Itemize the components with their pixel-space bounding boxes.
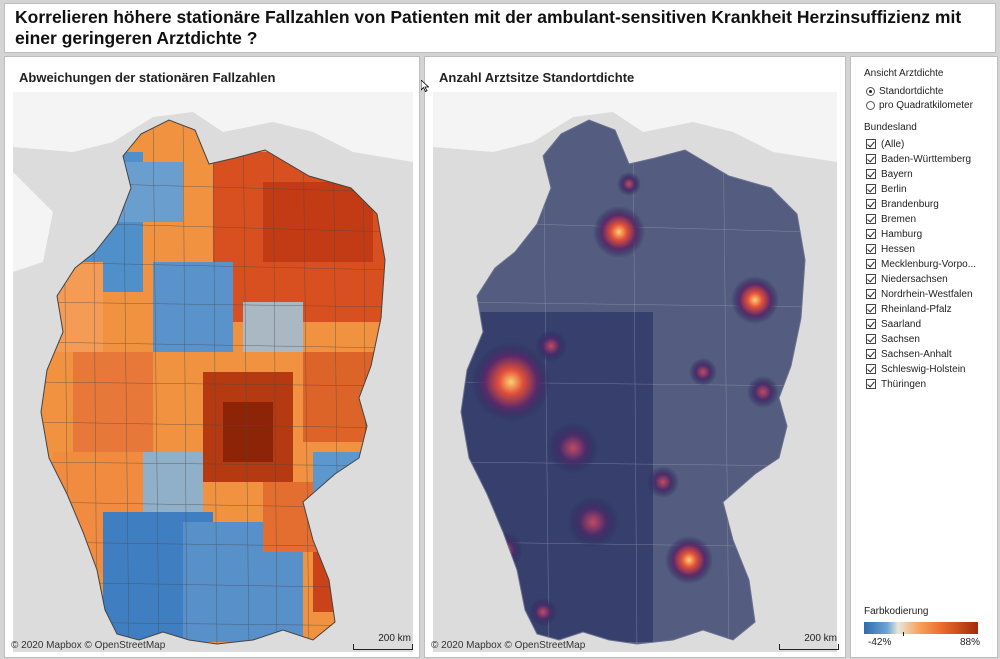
choropleth-map-graphic [13, 92, 413, 652]
checkbox-label: Thüringen [881, 378, 927, 390]
filter-hamburg[interactable]: Hamburg [866, 227, 922, 241]
dashboard-title-bar: Korrelieren höhere stationäre Fallzahlen… [4, 3, 996, 53]
radio-label: Standortdichte [879, 85, 944, 97]
map-attribution[interactable]: © 2020 Mapbox © OpenStreetMap [431, 640, 586, 651]
view-heading: Ansicht Arztdichte [864, 68, 944, 79]
filter-niedersachsen[interactable]: Niedersachsen [866, 272, 948, 286]
checkbox-label: Berlin [881, 183, 907, 195]
color-legend-zero-tick [903, 632, 904, 636]
checkbox-icon [866, 289, 876, 299]
density-map[interactable] [433, 92, 837, 652]
checkbox-icon [866, 184, 876, 194]
checkbox-icon [866, 274, 876, 284]
checkbox-label: Schleswig-Holstein [881, 363, 966, 375]
map-scale-bar: 200 km [353, 633, 413, 651]
filter-bayern[interactable]: Bayern [866, 167, 913, 181]
radio-pro-quadratkilometer[interactable]: pro Quadratkilometer [866, 98, 973, 112]
checkbox-label: Hessen [881, 243, 915, 255]
radio-label: pro Quadratkilometer [879, 99, 973, 111]
checkbox-icon [866, 319, 876, 329]
state-heading: Bundesland [864, 122, 917, 133]
radio-standortdichte[interactable]: Standortdichte [866, 84, 944, 98]
mouse-cursor-icon [421, 80, 429, 92]
map-scale-bar: 200 km [779, 633, 839, 651]
checkbox-label: Niedersachsen [881, 273, 948, 285]
deviation-map[interactable] [13, 92, 413, 652]
checkbox-label: Hamburg [881, 228, 923, 240]
color-legend-max: 88% [959, 637, 980, 648]
checkbox-icon [866, 349, 876, 359]
checkbox-icon [866, 154, 876, 164]
checkbox-label: Sachsen [881, 333, 920, 345]
checkbox-icon [866, 139, 876, 149]
map-attribution[interactable]: © 2020 Mapbox © OpenStreetMap [11, 640, 166, 651]
scale-bar-label: 200 km [804, 633, 837, 644]
checkbox-label: Rheinland-Pfalz [881, 303, 952, 315]
filter-brandenburg[interactable]: Brandenburg [866, 197, 939, 211]
filter-sachsen[interactable]: Sachsen [866, 332, 920, 346]
filter-bremen[interactable]: Bremen [866, 212, 916, 226]
checkbox-label: Sachsen-Anhalt [881, 348, 952, 360]
checkbox-label: Baden-Württemberg [881, 153, 972, 165]
checkbox-icon [866, 259, 876, 269]
heatmap-graphic [433, 92, 837, 652]
checkbox-icon [866, 229, 876, 239]
checkbox-label: Nordrhein-Westfalen [881, 288, 973, 300]
filter-rheinland-pfalz[interactable]: Rheinland-Pfalz [866, 302, 952, 316]
filter-saarland[interactable]: Saarland [866, 317, 921, 331]
checkbox-icon [866, 334, 876, 344]
checkbox-label: (Alle) [881, 138, 905, 150]
filter-thueringen[interactable]: Thüringen [866, 377, 926, 391]
color-legend-gradient [864, 622, 978, 634]
filter-mecklenburg-vorpommern[interactable]: Mecklenburg-Vorpo... [866, 257, 976, 271]
scale-bar-label: 200 km [378, 633, 411, 644]
deviation-map-title: Abweichungen der stationären Fallzahlen [19, 70, 276, 85]
checkbox-label: Bayern [881, 168, 913, 180]
checkbox-label: Bremen [881, 213, 917, 225]
checkbox-icon [866, 169, 876, 179]
filter-nordrhein-westfalen[interactable]: Nordrhein-Westfalen [866, 287, 973, 301]
filter-berlin[interactable]: Berlin [866, 182, 907, 196]
checkbox-icon [866, 379, 876, 389]
scale-bar-line [353, 644, 413, 650]
checkbox-icon [866, 364, 876, 374]
checkbox-label: Brandenburg [881, 198, 939, 210]
color-legend-title: Farbkodierung [864, 606, 929, 617]
dashboard-title: Korrelieren höhere stationäre Fallzahlen… [15, 7, 962, 48]
radio-unselected-icon [866, 100, 875, 110]
checkbox-label: Saarland [881, 318, 922, 330]
checkbox-icon [866, 214, 876, 224]
radio-selected-icon [866, 86, 875, 96]
filter-baden-wuerttemberg[interactable]: Baden-Württemberg [866, 152, 971, 166]
checkbox-label: Mecklenburg-Vorpo... [881, 258, 977, 270]
density-map-panel: Anzahl Arztsitze Standortdichte [424, 56, 846, 658]
deviation-map-panel: Abweichungen der stationären Fallzahlen [4, 56, 420, 658]
filter-schleswig-holstein[interactable]: Schleswig-Holstein [866, 362, 965, 376]
filter-sidebar: Ansicht Arztdichte Standortdichte pro Qu… [850, 56, 998, 658]
color-legend-min: -42% [868, 637, 892, 648]
filter-hessen[interactable]: Hessen [866, 242, 915, 256]
density-map-title: Anzahl Arztsitze Standortdichte [439, 70, 635, 85]
checkbox-icon [866, 244, 876, 254]
filter-alle[interactable]: (Alle) [866, 137, 904, 151]
scale-bar-line [779, 644, 839, 650]
checkbox-icon [866, 304, 876, 314]
checkbox-icon [866, 199, 876, 209]
filter-sachsen-anhalt[interactable]: Sachsen-Anhalt [866, 347, 952, 361]
